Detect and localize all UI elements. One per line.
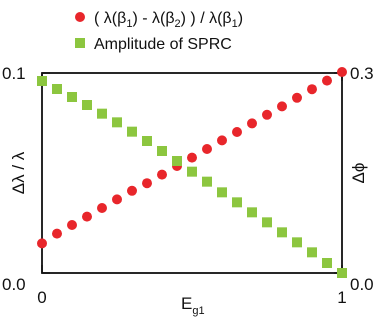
ratio-point-6 xyxy=(127,185,137,196)
x-axis-label: Eg1 xyxy=(181,294,205,317)
amplitude-point-20 xyxy=(337,268,347,278)
amplitude-point-6 xyxy=(127,126,137,137)
ratio-point-10 xyxy=(187,152,197,163)
ratio-point-15 xyxy=(262,109,272,120)
ratio-point-5 xyxy=(112,194,122,205)
y-left-tick-label-bottom: 0.0 xyxy=(2,275,26,294)
amplitude-point-15 xyxy=(262,217,272,228)
x-axis-label-sub: g1 xyxy=(192,305,204,317)
legend-ratio-part-1: ( λ(β xyxy=(94,10,126,27)
amplitude-point-17 xyxy=(292,237,302,248)
ratio-point-19 xyxy=(322,75,332,86)
y-right-tick-label-bottom: 0.0 xyxy=(350,275,374,294)
legend-ratio-sub-1: 1 xyxy=(126,18,132,30)
amplitude-point-3 xyxy=(82,100,92,110)
legend: ( λ(β1) - λ(β2) ) / λ(β1) Amplitude of S… xyxy=(75,10,243,53)
amplitude-point-12 xyxy=(217,187,227,198)
amplitude-point-11 xyxy=(202,176,212,187)
x-tick-label-0: 0 xyxy=(37,288,46,307)
ratio-point-3 xyxy=(82,211,92,222)
legend-marker-ratio xyxy=(75,12,85,22)
legend-marker-amplitude xyxy=(75,38,85,48)
amplitude-point-13 xyxy=(232,197,242,208)
ratio-point-13 xyxy=(232,127,242,137)
amplitude-point-4 xyxy=(97,108,107,119)
amplitude-point-10 xyxy=(187,166,197,177)
legend-ratio-part-2: ) - λ(β xyxy=(132,10,174,27)
y-left-tick-label-top: 0.1 xyxy=(2,64,26,83)
legend-ratio-sub-3: 1 xyxy=(232,18,238,30)
amplitude-point-9 xyxy=(172,156,182,166)
amplitude-point-8 xyxy=(157,146,167,156)
amplitude-point-18 xyxy=(307,247,317,258)
ratio-point-4 xyxy=(97,203,107,213)
legend-label-amplitude: Amplitude of SPRC xyxy=(94,36,232,53)
y-left-axis-label: Δλ / λ xyxy=(9,151,28,194)
amplitude-point-0 xyxy=(37,76,47,86)
amplitude-point-14 xyxy=(247,207,257,218)
ratio-point-7 xyxy=(142,178,152,189)
amplitude-point-2 xyxy=(67,92,77,102)
legend-ratio-part-3: ) ) / λ(β xyxy=(181,10,232,27)
ratio-point-20 xyxy=(337,67,347,77)
ratio-point-0 xyxy=(37,238,47,249)
plot-frame xyxy=(41,72,343,274)
ratio-point-2 xyxy=(67,220,77,230)
amplitude-point-16 xyxy=(277,227,287,238)
ratio-point-8 xyxy=(157,169,167,180)
amplitude-point-7 xyxy=(142,136,152,146)
ratio-point-1 xyxy=(52,228,62,239)
x-axis-label-main: E xyxy=(181,294,192,313)
ratio-point-14 xyxy=(247,118,257,129)
amplitude-point-19 xyxy=(322,258,332,268)
amplitude-point-1 xyxy=(52,84,62,94)
legend-ratio-sub-2: 2 xyxy=(175,18,181,30)
y-right-tick-label-top: 0.3 xyxy=(350,64,374,83)
ratio-point-16 xyxy=(277,101,287,112)
ratio-point-18 xyxy=(307,84,317,95)
ratio-point-12 xyxy=(217,135,227,146)
ratio-point-17 xyxy=(292,92,302,103)
data-marks xyxy=(37,67,347,278)
amplitude-point-5 xyxy=(112,117,122,128)
legend-ratio-part-4: ) xyxy=(238,10,243,27)
ratio-point-11 xyxy=(202,144,212,154)
legend-label-ratio: ( λ(β1) - λ(β2) ) / λ(β1) xyxy=(94,10,243,30)
y-right-axis-label: Δϕ xyxy=(349,163,368,184)
x-tick-label-1: 1 xyxy=(337,288,346,307)
